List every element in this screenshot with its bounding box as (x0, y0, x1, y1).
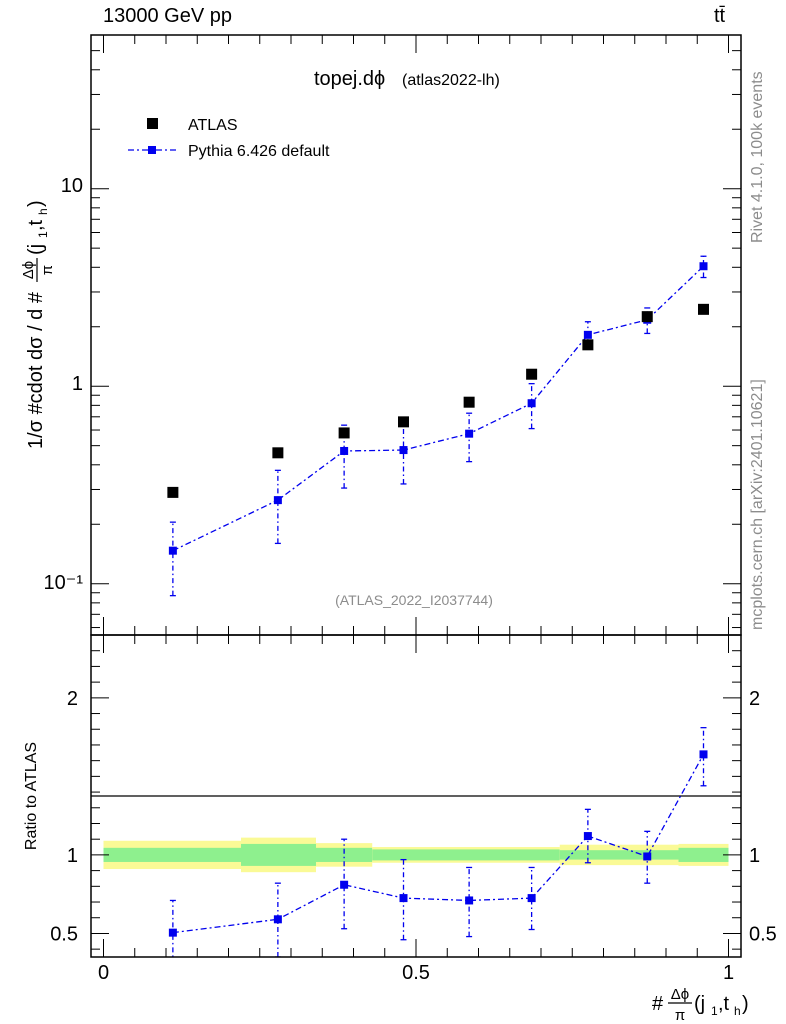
main-title: topej.dϕ (314, 68, 385, 90)
ratio-frame (90, 634, 742, 958)
svg-text:(j: (j (25, 244, 47, 255)
svg-text:h: h (36, 208, 50, 215)
atlas-point (167, 486, 179, 498)
atlas-point (526, 368, 538, 380)
main-ytick-label-0: 10⁻¹ (44, 572, 84, 594)
ratio-xtick-label: 1 (723, 962, 734, 984)
pythia-point (583, 330, 592, 339)
ratio-point (273, 915, 282, 924)
ratio-uncertainty-bands (103, 837, 729, 873)
pythia-point (273, 496, 282, 505)
legend-atlas-marker (147, 118, 158, 129)
svg-text:1/σ #cdot dσ / d #: 1/σ #cdot dσ / d # (25, 291, 47, 449)
svg-text:): ) (25, 200, 47, 207)
ratio-point (527, 894, 536, 903)
ratio-point (399, 894, 408, 903)
pythia-point (527, 399, 536, 408)
main-ytick-label-1: 1 (72, 373, 83, 395)
ratio-band-inner (559, 850, 679, 860)
legend-pythia-marker (148, 146, 156, 154)
main-panel: topej.dϕ (atlas2022-lh) (ATLAS_2022_I203… (20, 34, 742, 636)
svg-text:Δϕ: Δϕ (671, 986, 689, 1003)
pythia-series-line (172, 265, 704, 552)
ratio-point (643, 852, 652, 861)
atlas-point (698, 303, 709, 315)
svg-text:): ) (742, 993, 749, 1015)
svg-text:1: 1 (711, 1004, 718, 1018)
ratio-xtick-label: 0 (98, 962, 109, 984)
ratio-point (699, 750, 708, 759)
atlas-point (338, 427, 350, 439)
atlas-point (398, 416, 409, 428)
svg-text:π: π (675, 1007, 685, 1024)
ratio-band-inner (678, 847, 729, 862)
ratio-band-inner (103, 847, 241, 862)
ratio-ytick-label-right: 2 (749, 688, 760, 710)
ratio-band-inner (241, 843, 316, 866)
atlas-point (641, 311, 653, 323)
svg-text:#: # (652, 993, 664, 1015)
ratio-band-inner (503, 849, 560, 861)
pythia-point (699, 262, 708, 271)
ratio-ytick-label-left: 1 (67, 845, 78, 867)
main-ticks (91, 34, 741, 635)
ratio-xtick-label: 0.5 (402, 962, 430, 984)
ratio-ytick-label-right: 1 (749, 845, 760, 867)
svg-text:,t: ,t (718, 993, 730, 1015)
ratio-ticks (91, 635, 741, 957)
svg-text:1: 1 (36, 231, 50, 238)
legend: ATLAS Pythia 6.426 default (128, 117, 330, 160)
ratio-panel: Ratio to ATLAS 0.5 0.5 1 1 2 2 0 0.5 1 # Δϕ π (j… (23, 634, 777, 1024)
svg-text:(j: (j (694, 993, 705, 1015)
ratio-series-line (172, 754, 705, 934)
pythia-point (465, 429, 474, 438)
main-ytick-label-2: 10 (61, 175, 83, 197)
ratio-point (168, 928, 177, 937)
ratio-ytick-label-left: 0.5 (50, 923, 78, 945)
atlas-point (582, 339, 594, 351)
ratio-band-inner (372, 849, 504, 861)
pythia-point (340, 446, 349, 455)
svg-text:,t: ,t (25, 219, 47, 231)
ratio-tick-labels: 0.5 0.5 1 1 2 2 0 0.5 1 (50, 688, 777, 984)
main-subtitle: (atlas2022-lh) (402, 72, 500, 89)
ratio-ytick-label-left: 2 (67, 688, 78, 710)
svg-text:h: h (734, 1004, 741, 1018)
pythia-point (168, 546, 177, 555)
svg-text:π: π (39, 265, 56, 275)
ratio-point (340, 880, 349, 889)
ratio-ytick-label-right: 0.5 (749, 923, 777, 945)
ratio-band-inner (316, 847, 373, 862)
ratio-y-axis-label: Ratio to ATLAS (23, 742, 40, 850)
header-process-label: tt̄ (714, 5, 726, 27)
pythia-point (399, 446, 408, 455)
watermark-label: (ATLAS_2022_I2037744) (335, 592, 493, 608)
main-y-axis-label: 1/σ #cdot dσ / d # Δϕ π (j 1 ,t h ) (20, 200, 56, 449)
legend-pythia-label: Pythia 6.426 default (188, 143, 330, 160)
ratio-point (583, 832, 592, 841)
legend-atlas-label: ATLAS (188, 117, 238, 134)
main-data-points (167, 255, 709, 597)
ratio-x-axis-label: # Δϕ π (j 1 ,t h ) (652, 986, 749, 1024)
ratio-data-points (168, 727, 708, 957)
svg-text:Δϕ: Δϕ (20, 261, 37, 279)
atlas-point (463, 396, 475, 408)
ratio-point (465, 896, 474, 905)
atlas-point (272, 447, 284, 459)
header-energy-label: 13000 GeV pp (103, 5, 232, 27)
